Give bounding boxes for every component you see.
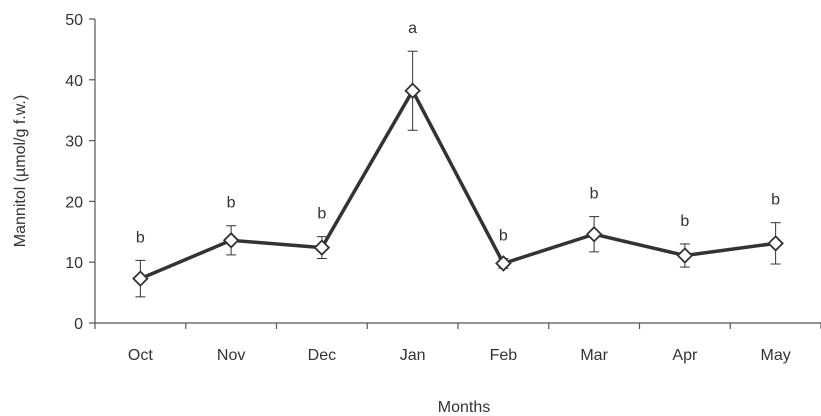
significance-letter: b <box>680 213 689 230</box>
data-markers <box>132 82 784 287</box>
data-point-marker <box>132 270 149 287</box>
significance-letter: b <box>136 229 145 246</box>
significance-letter: b <box>590 186 599 203</box>
y-axis: 0 10 20 30 40 50 <box>65 12 96 333</box>
x-axis: Oct Nov Dec Jan Feb Mar Apr May <box>94 322 821 364</box>
y-axis-label: Mannitol (µmol/g f.w.) <box>12 95 29 247</box>
x-tick-label: Feb <box>490 347 518 364</box>
x-tick-label: Mar <box>580 347 608 364</box>
y-tick-label: 10 <box>65 255 83 272</box>
y-tick-label: 20 <box>65 194 83 211</box>
data-point-marker <box>676 247 694 264</box>
x-axis-label: Months <box>438 399 490 416</box>
significance-letter: b <box>771 192 780 209</box>
y-tick-label: 40 <box>65 73 83 90</box>
data-point-marker <box>495 255 512 272</box>
data-point-marker <box>313 239 331 256</box>
series-line <box>139 88 776 281</box>
y-tick-label: 0 <box>74 316 83 333</box>
x-tick-label: Apr <box>672 347 698 364</box>
significance-letters: b b b a b b b b <box>136 20 780 246</box>
x-tick-label: Jan <box>400 347 426 364</box>
significance-letter: b <box>499 228 508 245</box>
significance-letter: b <box>227 195 236 212</box>
x-tick-label: Dec <box>308 347 336 364</box>
x-tick-label: Oct <box>128 347 153 364</box>
y-tick-label: 30 <box>65 134 83 151</box>
x-tick-label: May <box>761 347 791 364</box>
x-tick-label: Nov <box>217 347 245 364</box>
data-point-marker <box>585 225 603 243</box>
significance-letter: a <box>408 20 417 37</box>
data-point-marker <box>222 232 240 249</box>
data-point-marker <box>404 82 421 100</box>
y-tick-label: 50 <box>65 12 83 29</box>
data-point-marker <box>767 235 784 252</box>
significance-letter: b <box>317 206 326 223</box>
